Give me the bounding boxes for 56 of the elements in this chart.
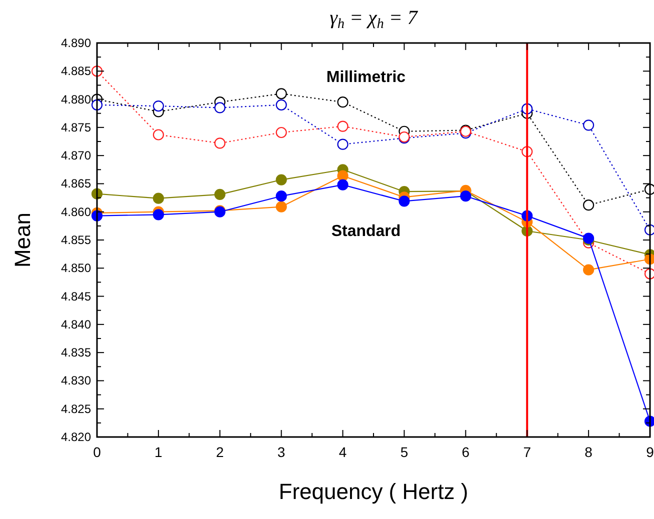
x-tick-label: 7: [523, 444, 532, 460]
point: [583, 264, 594, 276]
point: [152, 209, 164, 220]
point: [644, 416, 654, 427]
y-tick-label: 4.820: [60, 430, 92, 444]
y-tick-label: 4.855: [60, 233, 92, 247]
point: [337, 138, 348, 150]
annotation: Millimetric: [326, 69, 406, 86]
x-tick-label: 6: [462, 444, 470, 460]
point: [152, 192, 164, 204]
y-axis-title: Mean: [10, 212, 35, 268]
point: [214, 188, 226, 200]
point: [152, 100, 164, 112]
point: [276, 99, 287, 110]
y-tick-label: 4.885: [60, 64, 92, 78]
point: [337, 179, 348, 190]
x-tick-label: 5: [400, 444, 408, 460]
y-tick-label: 4.825: [60, 402, 92, 416]
point: [398, 196, 410, 207]
x-tick-label: 4: [338, 444, 347, 460]
point: [583, 200, 594, 211]
y-tick-label: 4.865: [60, 176, 92, 191]
point: [337, 120, 348, 132]
y-tick-label: 4.860: [60, 204, 92, 219]
point: [276, 126, 287, 138]
x-tick-label: 1: [154, 444, 163, 460]
annotation: Standard: [331, 223, 401, 240]
point: [276, 88, 287, 100]
x-tick-label: 2: [216, 444, 224, 460]
point: [460, 190, 472, 202]
point: [337, 170, 348, 182]
y-tick-label: 4.875: [60, 120, 92, 134]
y-tick-label: 4.830: [60, 374, 92, 388]
point: [644, 224, 654, 236]
point: [152, 129, 164, 140]
point: [214, 138, 226, 149]
y-tick-label: 4.835: [60, 346, 92, 360]
point: [644, 254, 654, 265]
point: [276, 174, 287, 186]
chart-title: γ$_{h}$ = χ$_{h}$ = 7: [330, 7, 418, 32]
x-tick-label: 3: [277, 444, 286, 460]
x-axis-title: Frequency ( Hertz ): [278, 479, 468, 504]
x-tick-label: 0: [93, 444, 102, 460]
point: [214, 102, 226, 114]
x-tick-label: 8: [584, 444, 593, 460]
point: [276, 201, 287, 212]
point: [583, 120, 594, 131]
point: [337, 96, 348, 108]
point: [276, 190, 287, 202]
y-tick-label: 4.870: [60, 148, 92, 163]
x-tick-label: 9: [646, 444, 654, 460]
y-tick-label: 4.890: [60, 36, 92, 50]
y-tick-label: 4.845: [60, 289, 92, 304]
y-tick-label: 4.840: [60, 317, 92, 332]
y-tick-label: 4.850: [60, 261, 92, 276]
y-tick-label: 4.880: [60, 92, 92, 106]
